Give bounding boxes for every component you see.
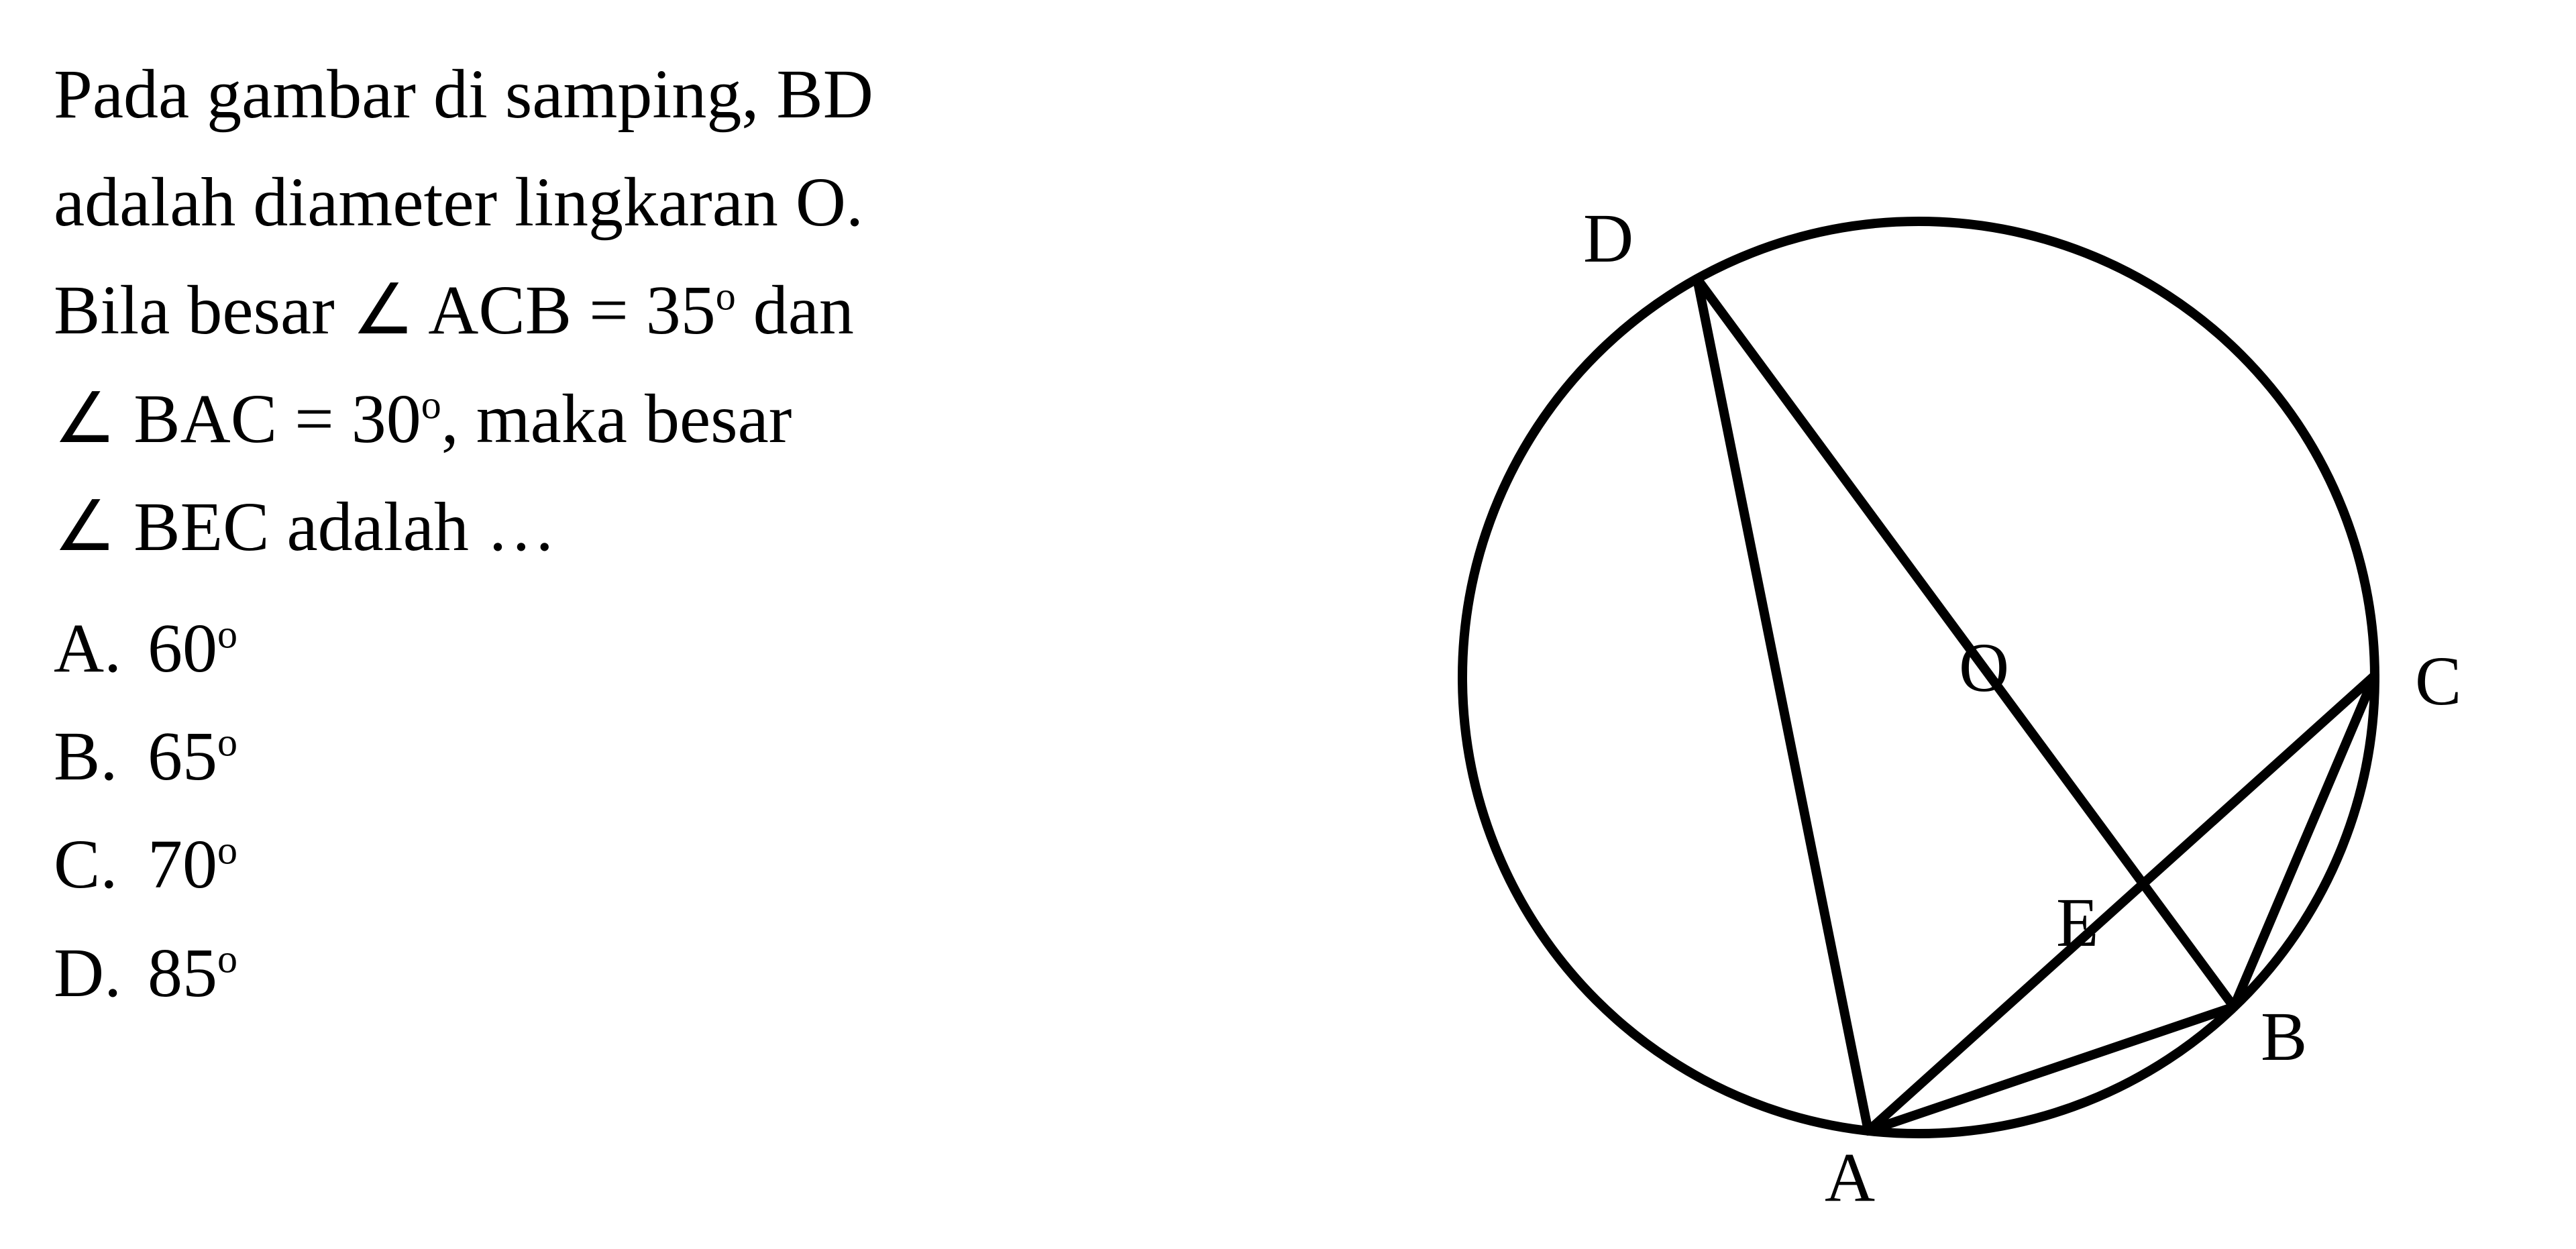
degree-symbol: o [217,828,237,873]
option-letter: B. [54,702,148,810]
diagram-column: DOCEBA [1362,40,2522,1209]
degree-symbol: o [217,612,237,656]
text-fragment: Bila besar [54,272,352,349]
question-line-4: ∠ BAC = 30o, maka besar [54,365,1335,473]
segment-DA [1697,279,1868,1131]
angle-symbol: ∠ [352,272,415,349]
text-fragment: ACB = 35 [415,272,716,349]
degree-symbol: o [421,382,441,427]
option-value: 70 [148,826,217,903]
option-value: 60 [148,610,217,687]
options-list: A.60o B.65o C.70o D.85o [54,594,1335,1027]
option-A: A.60o [54,594,1335,702]
angle-symbol: ∠ [54,488,116,565]
option-B: B.65o [54,702,1335,810]
point-label-A: A [1825,1139,1875,1216]
option-letter: C. [54,810,148,918]
question-line-3: Bila besar ∠ ACB = 35o dan [54,256,1335,364]
option-value: 85 [148,934,217,1012]
segment-BC [2234,675,2375,1007]
option-D: D.85o [54,919,1335,1027]
point-label-D: D [1583,200,1633,277]
text-fragment: , maka besar [441,380,792,457]
circle-diagram: D O C E B A [1362,107,2502,1248]
page-container: Pada gambar di samping, BD adalah diamet… [0,0,2576,1249]
text-fragment: dan [736,272,854,349]
angle-symbol: ∠ [54,380,116,457]
degree-symbol: o [217,720,237,764]
text-fragment: BEC adalah … [116,488,556,565]
point-label-O: O [1959,629,2009,706]
option-letter: D. [54,919,148,1027]
question-text-column: Pada gambar di samping, BD adalah diamet… [54,40,1362,1209]
text-fragment: BAC = 30 [116,380,421,457]
option-letter: A. [54,594,148,702]
option-C: C.70o [54,810,1335,918]
option-value: 65 [148,718,217,795]
degree-symbol: o [217,936,237,981]
point-label-E: E [2056,884,2099,961]
question-line-1: Pada gambar di samping, BD [54,40,1335,148]
question-line-2: adalah diameter lingkaran O. [54,148,1335,256]
question-line-5: ∠ BEC adalah … [54,473,1335,581]
point-label-B: B [2261,998,2307,1075]
point-label-C: C [2415,643,2461,720]
degree-symbol: o [716,274,736,319]
